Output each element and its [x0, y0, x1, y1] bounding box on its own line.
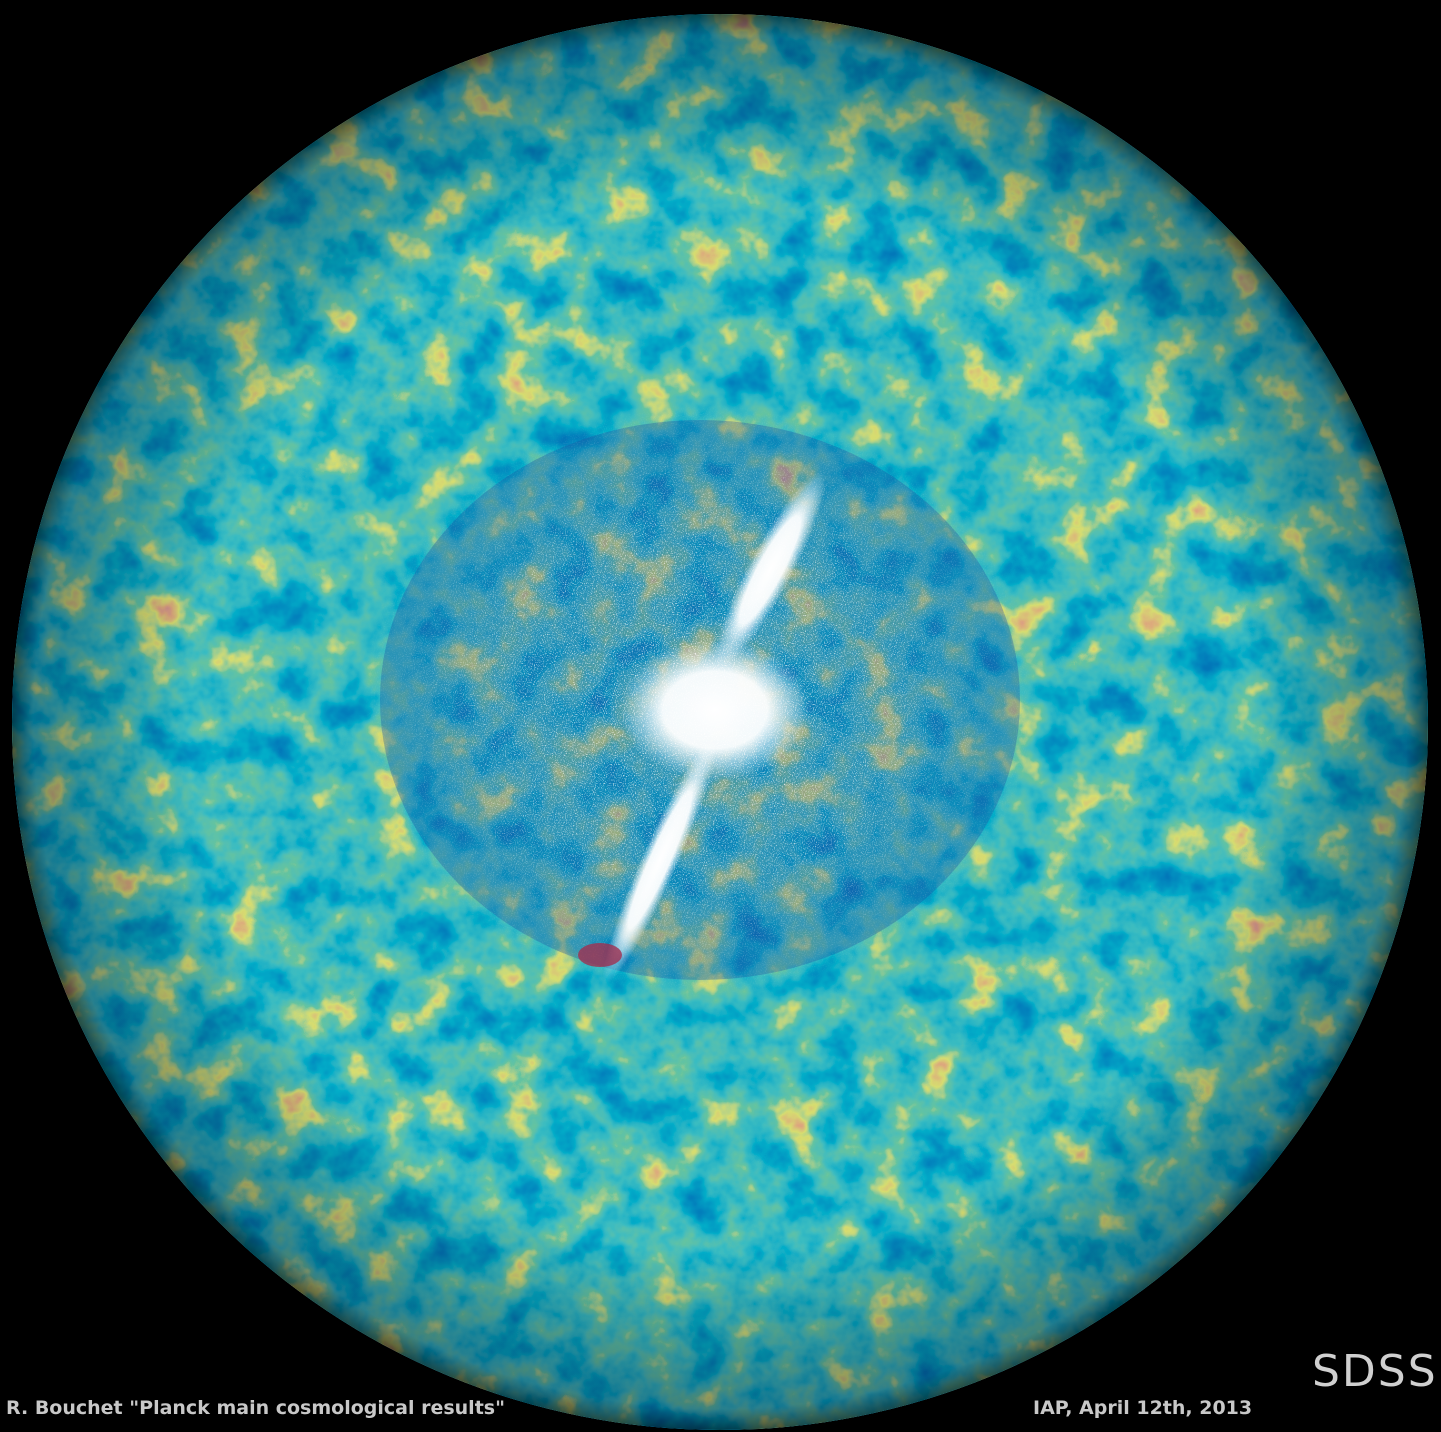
footer-venue: IAP, April 12th, 2013: [1033, 1397, 1252, 1419]
footer-author: R. Bouchet "Planck main cosmological res…: [6, 1397, 505, 1419]
survey-label: SDSS: [1312, 1346, 1438, 1397]
